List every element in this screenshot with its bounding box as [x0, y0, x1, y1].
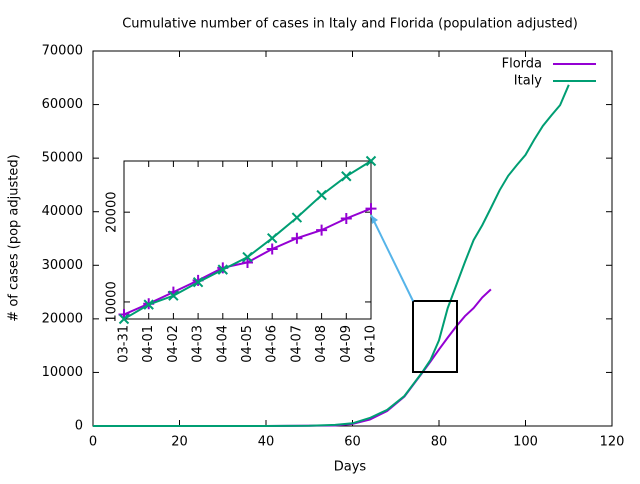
y-tick-label: 0: [75, 419, 83, 434]
x-tick-label: 0: [89, 435, 97, 450]
inset-frame: [123, 160, 372, 320]
zoom-box: [412, 300, 458, 373]
x-tick-label: 04-05: [240, 325, 255, 363]
x-tick-label: 60: [344, 435, 361, 450]
inset-plot: 10000 20000 03-31 04-01 04-02 04-03 04-04 04-05…: [105, 155, 379, 363]
point-marker: [291, 232, 303, 244]
x-tick-label: 04-02: [166, 325, 181, 363]
x-tick-label: 04-03: [191, 325, 206, 363]
x-tick-label: 04-08: [314, 325, 329, 363]
x-tick-label: 04-04: [215, 325, 230, 363]
x-tick-label: 03-31: [117, 325, 132, 363]
point-marker: [168, 290, 179, 301]
y-axis-title: # of cases (pop adjusted): [7, 154, 22, 321]
y-tick-label: 40000: [42, 204, 83, 219]
x-tick-label: 04-01: [141, 325, 156, 363]
point-marker: [340, 212, 352, 224]
point-marker: [192, 276, 204, 288]
x-tick-label: 04-10: [364, 325, 379, 363]
legend-label: Florda: [502, 57, 542, 72]
chart-title: Cumulative number of cases in Italy and …: [122, 17, 578, 32]
point-marker: [118, 313, 130, 325]
x-axis-title: Days: [334, 460, 367, 475]
y-tick-label: 30000: [42, 258, 83, 273]
point-marker: [291, 212, 303, 223]
y-tick-label: 20000: [42, 311, 83, 326]
zoom-arrow: [370, 214, 414, 302]
x-tick-label: 04-07: [289, 325, 304, 363]
series-line: [93, 84, 570, 427]
point-marker: [316, 189, 327, 201]
x-tick-label: 20: [171, 435, 188, 450]
y-tick-label: 20000: [105, 191, 120, 232]
y-tick-label: 10000: [42, 365, 83, 380]
point-marker: [341, 171, 352, 182]
point-marker: [143, 299, 154, 310]
y-tick-label: 70000: [42, 44, 83, 59]
x-tick-label: 04-06: [265, 325, 280, 363]
x-tick-label: 04-09: [339, 325, 354, 363]
y-tick-label: 10000: [105, 281, 120, 322]
point-marker: [266, 243, 278, 255]
point-marker: [217, 264, 229, 275]
point-marker: [242, 256, 253, 268]
point-marker: [242, 251, 253, 263]
point-marker: [266, 232, 278, 244]
main-plot: 0 10000 20000 30000 40000 50000 60000 70000 0 20 4…: [42, 44, 625, 450]
point-marker: [365, 155, 377, 167]
point-marker: [316, 224, 328, 236]
y-tick-label: 50000: [42, 151, 83, 166]
arrow-head: [371, 215, 378, 224]
y-tick-label: 60000: [42, 97, 83, 112]
x-tick-label: 120: [600, 435, 625, 450]
x-tick-label: 40: [258, 435, 275, 450]
x-tick-label: 80: [431, 435, 448, 450]
x-tick-label: 100: [513, 435, 538, 450]
legend-label: Italy: [514, 74, 543, 89]
point-marker: [365, 203, 377, 215]
